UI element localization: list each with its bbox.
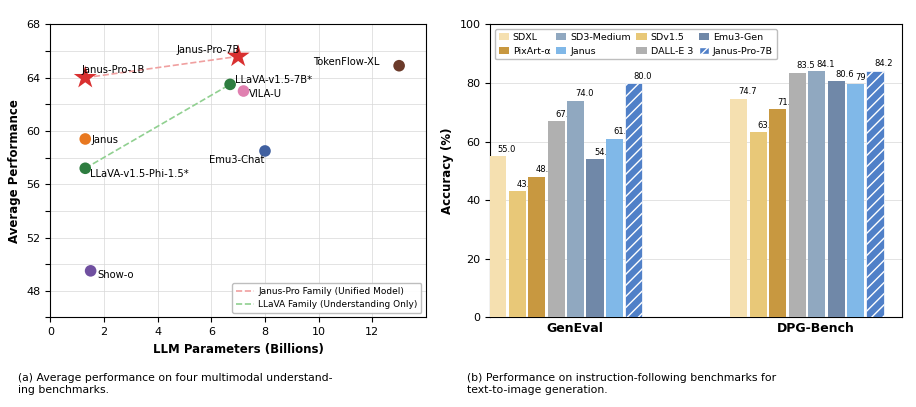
Y-axis label: Average Performance: Average Performance [8, 99, 21, 243]
Text: 54.0: 54.0 [594, 148, 613, 157]
Text: 79.7: 79.7 [855, 72, 874, 81]
Bar [867, 71, 884, 317]
Bar [750, 132, 767, 317]
Point [223, 81, 237, 88]
X-axis label: LLM Parameters (Billions): LLM Parameters (Billions) [153, 343, 323, 356]
Bar [808, 71, 825, 317]
Text: LLaVA-v1.5-Phi-1.5*: LLaVA-v1.5-Phi-1.5* [90, 168, 189, 179]
Text: 48.0: 48.0 [536, 166, 554, 175]
Point [392, 62, 407, 69]
Point [231, 53, 245, 60]
Bar [769, 109, 786, 317]
Point [78, 136, 93, 142]
Text: (a) Average performance on four multimodal understand-
ing benchmarks.: (a) Average performance on four multimod… [18, 373, 333, 395]
Bar [489, 156, 507, 317]
Text: 84.2: 84.2 [875, 59, 893, 68]
Text: 84.1: 84.1 [816, 60, 834, 69]
Bar [529, 177, 545, 317]
Text: 80.6: 80.6 [835, 70, 854, 79]
Text: VILA-U: VILA-U [249, 89, 282, 98]
Bar [567, 101, 584, 317]
Point [78, 165, 93, 171]
Text: TokenFlow-XL: TokenFlow-XL [313, 57, 379, 67]
Text: Emu3-Chat: Emu3-Chat [209, 155, 264, 164]
Point [83, 267, 98, 274]
Bar [508, 191, 526, 317]
Bar [847, 84, 864, 317]
Bar [548, 121, 565, 317]
Bar [626, 83, 642, 317]
Point [236, 88, 251, 94]
Point [78, 74, 93, 81]
Point [257, 148, 272, 154]
Text: 83.5: 83.5 [797, 61, 815, 70]
Text: LLaVA-v1.5-7B*: LLaVA-v1.5-7B* [235, 75, 312, 85]
Text: Show-o: Show-o [97, 270, 134, 280]
Y-axis label: Accuracy (%): Accuracy (%) [441, 128, 453, 214]
Bar [586, 159, 604, 317]
Legend: Janus-Pro Family (Unified Model), LLaVA Family (Understanding Only): Janus-Pro Family (Unified Model), LLaVA … [233, 283, 421, 313]
Legend: SDXL, PixArt-α, SD3-Medium, Janus, SDv1.5, DALL-E 3, Emu3-Gen, Janus-Pro-7B: SDXL, PixArt-α, SD3-Medium, Janus, SDv1.… [495, 29, 777, 59]
Text: 74.7: 74.7 [738, 87, 757, 96]
Bar [606, 139, 623, 317]
Text: 55.0: 55.0 [497, 145, 516, 154]
Text: (b) Performance on instruction-following benchmarks for
text-to-image generation: (b) Performance on instruction-following… [467, 373, 776, 395]
Bar [789, 73, 806, 317]
Text: 67.0: 67.0 [555, 110, 574, 119]
Text: 71.1: 71.1 [777, 98, 796, 107]
Text: Janus-Pro-1B: Janus-Pro-1B [82, 66, 145, 75]
Bar [730, 98, 747, 317]
Text: 61.0: 61.0 [614, 127, 632, 136]
Text: 63.2: 63.2 [758, 121, 776, 130]
Text: 80.0: 80.0 [633, 72, 652, 81]
Text: Janus-Pro-7B: Janus-Pro-7B [177, 45, 240, 55]
Text: 43.0: 43.0 [517, 180, 535, 189]
Bar [827, 81, 845, 317]
Text: 74.0: 74.0 [575, 89, 594, 98]
Text: Janus: Janus [92, 135, 119, 144]
